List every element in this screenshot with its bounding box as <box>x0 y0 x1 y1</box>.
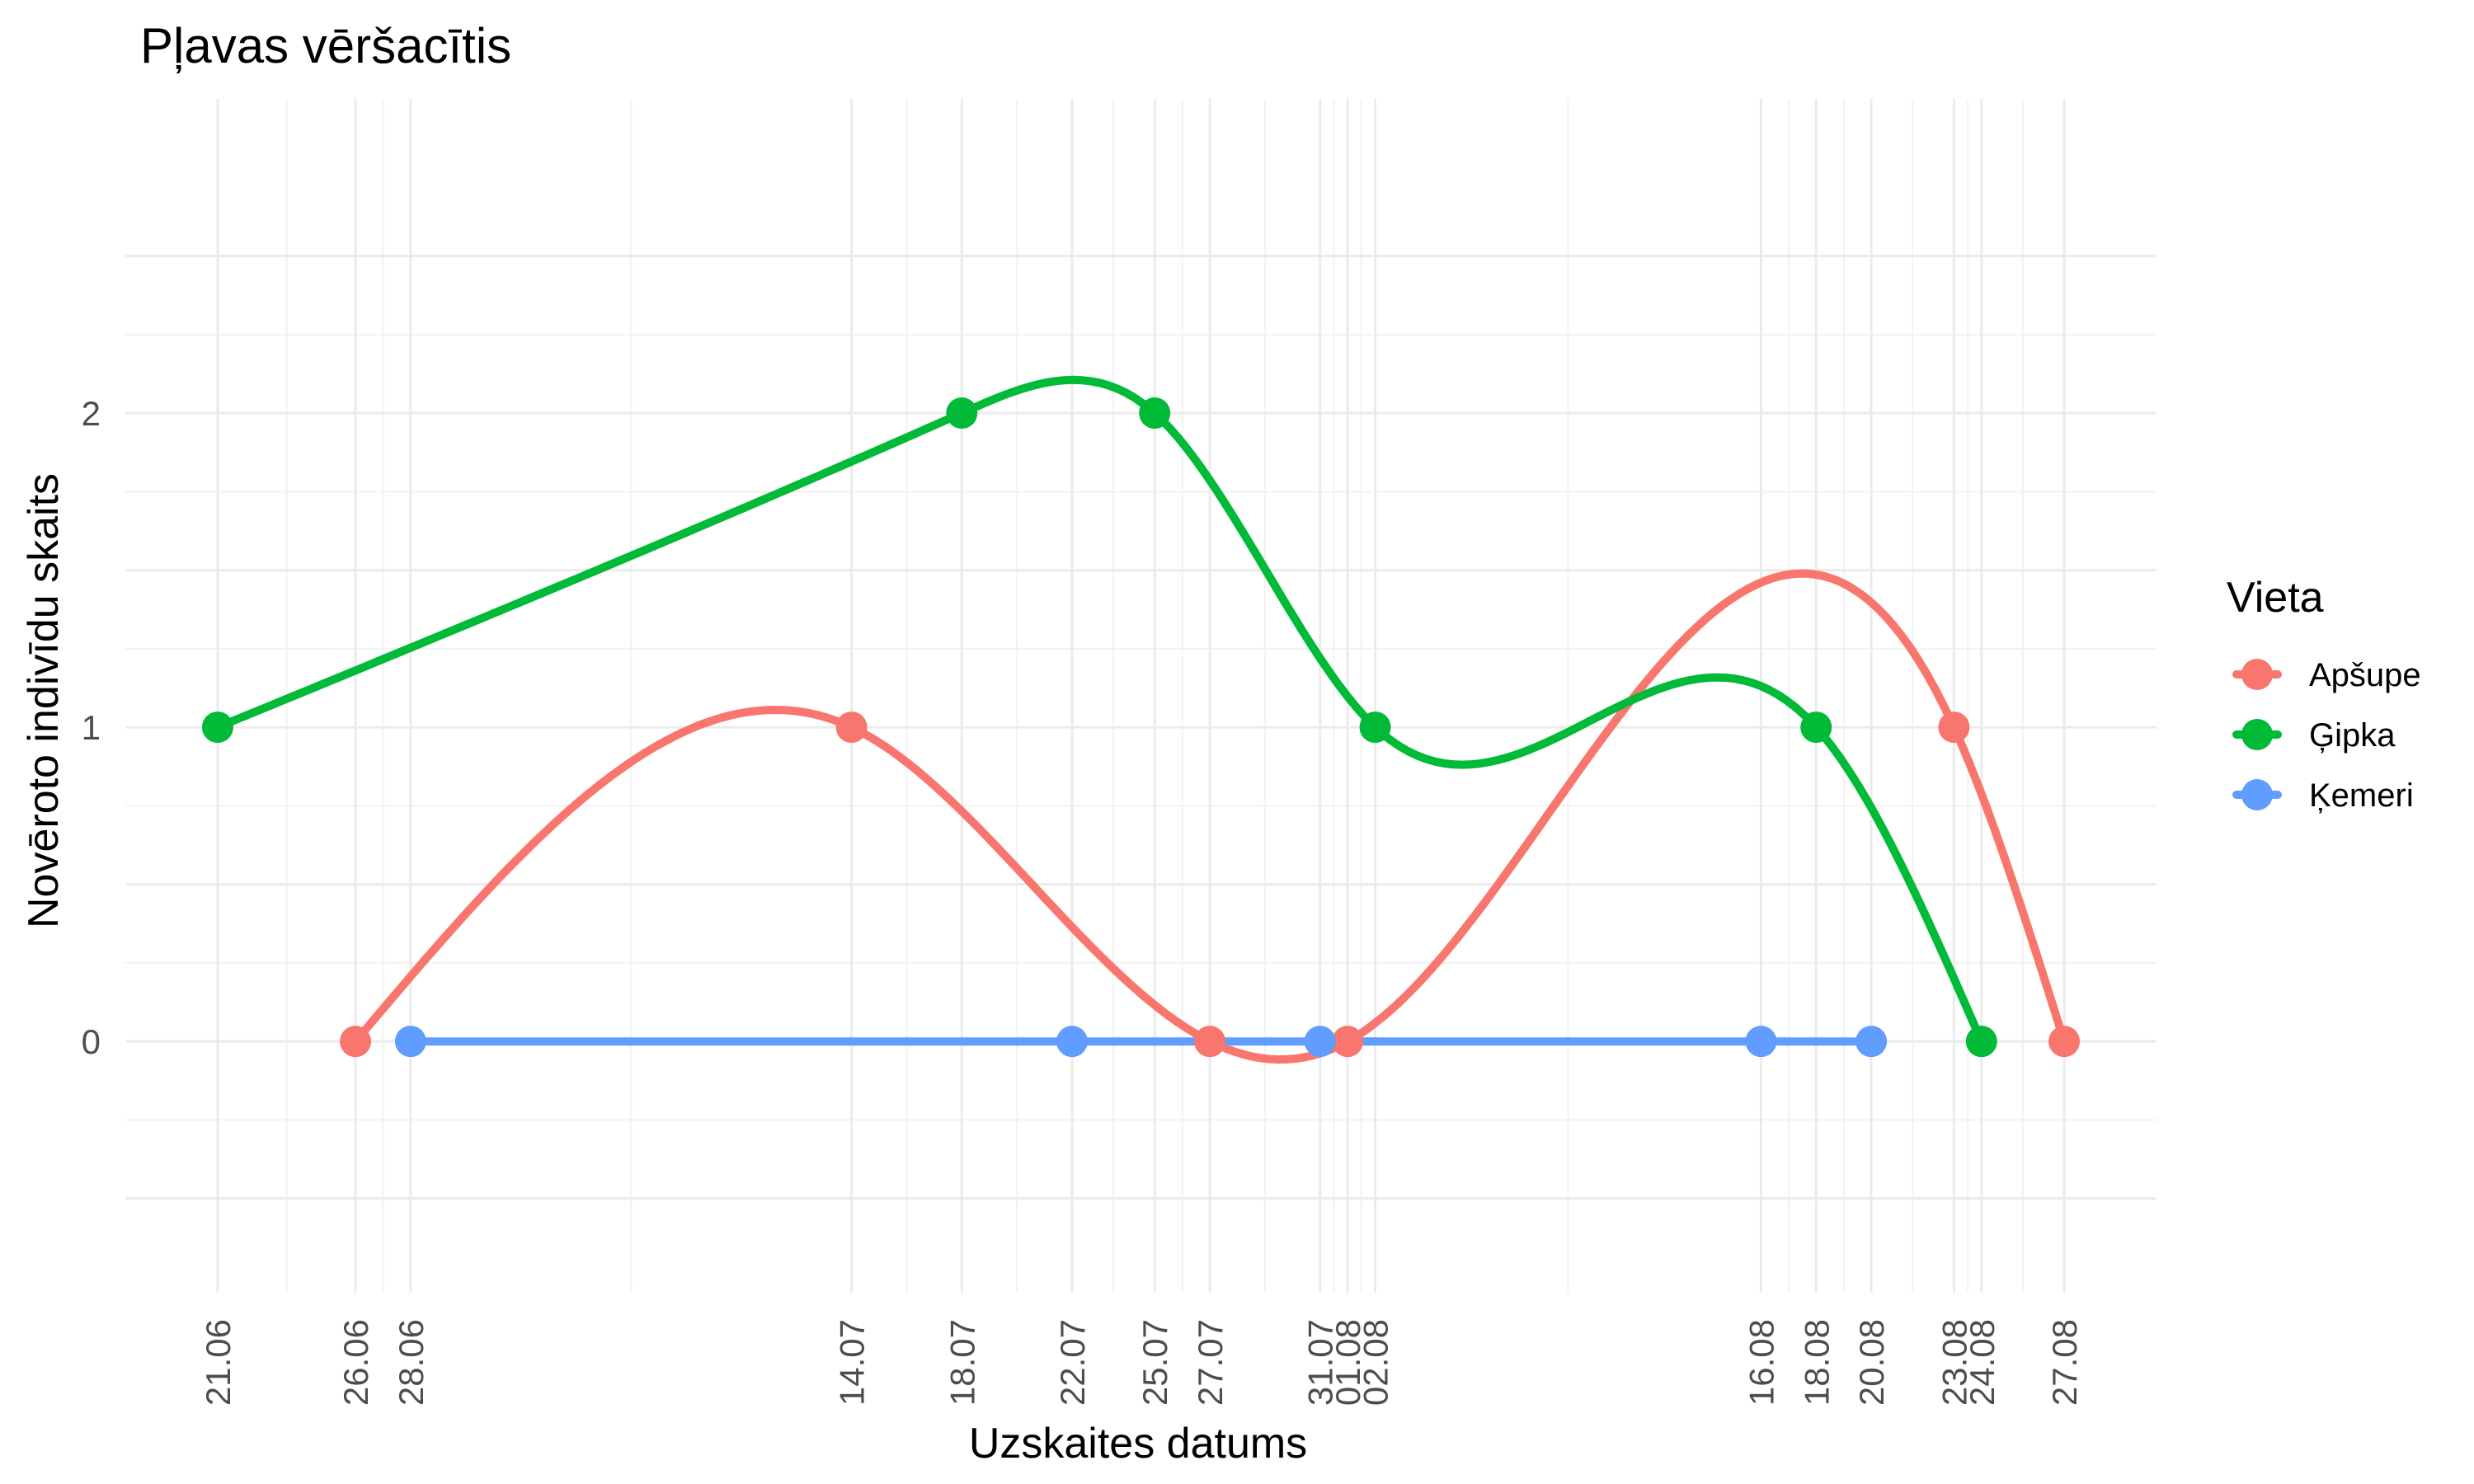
data-point <box>340 1026 372 1058</box>
data-point <box>1965 1026 1997 1058</box>
series-line-2 <box>214 375 1986 1046</box>
x-axis-title: Uzskaites datums <box>969 1420 1307 1468</box>
x-tick-label: 01.08 <box>1329 1319 1367 1406</box>
data-point <box>946 397 978 430</box>
x-tick-labels: 21.06 26.06 28.06 14.07 18.07 22.07 25.07 27.07… <box>199 1319 2084 1406</box>
legend-items: Apšupe Ģipka Ķemeri <box>2232 657 2421 814</box>
legend-label: Ģipka <box>2309 717 2396 754</box>
data-point <box>2048 1026 2081 1058</box>
legend-key-point <box>2241 659 2273 690</box>
x-tick-label: 14.07 <box>833 1319 872 1406</box>
x-tick-label: 27.07 <box>1191 1319 1230 1406</box>
legend-item: Ģipka <box>2232 717 2396 754</box>
x-tick-label: 18.08 <box>1797 1319 1836 1406</box>
legend-item: Apšupe <box>2232 657 2421 693</box>
data-point <box>201 711 233 744</box>
legend-label: Ķemeri <box>2309 777 2414 814</box>
data-point <box>1332 1026 1364 1058</box>
x-tick-label: 26.06 <box>336 1319 375 1406</box>
x-tick-label: 22.07 <box>1053 1319 1092 1406</box>
y-tick-label: 2 <box>82 394 101 433</box>
data-point <box>1359 711 1391 744</box>
y-axis-title: Novēroto indivīdu skaits <box>20 473 68 928</box>
x-tick-label: 25.07 <box>1136 1319 1174 1406</box>
chart-title: Pļavas vēršacītis <box>140 18 511 73</box>
legend: Vieta Apšupe Ģipka Ķemeri <box>2227 574 2421 814</box>
y-tick-labels: 0 1 2 <box>82 394 101 1061</box>
series-lines <box>214 375 2068 1064</box>
x-tick-label: 27.08 <box>2045 1319 2084 1406</box>
x-tick-label: 31.07 <box>1301 1319 1340 1406</box>
data-point <box>1139 397 1171 430</box>
legend-key-point <box>2241 779 2273 810</box>
x-tick-label: 16.08 <box>1742 1319 1780 1406</box>
legend-key-point <box>2241 719 2273 750</box>
x-tick-label: 02.08 <box>1357 1319 1395 1406</box>
x-tick-label: 24.08 <box>1963 1319 2001 1406</box>
data-point <box>394 1026 426 1058</box>
data-point <box>835 711 868 744</box>
y-tick-label: 0 <box>82 1022 101 1061</box>
data-point <box>1056 1026 1088 1058</box>
data-point <box>1194 1026 1226 1058</box>
y-tick-label: 1 <box>82 708 101 747</box>
x-tick-label: 23.08 <box>1935 1319 1973 1406</box>
data-point <box>1856 1026 1888 1058</box>
x-tick-label: 21.06 <box>199 1319 238 1406</box>
legend-label: Apšupe <box>2309 657 2421 693</box>
data-point <box>1800 711 1832 744</box>
x-tick-label: 28.06 <box>392 1319 430 1406</box>
legend-item: Ķemeri <box>2232 777 2414 814</box>
major-gridlines <box>125 99 2157 1293</box>
legend-title: Vieta <box>2227 574 2324 622</box>
minor-gridlines <box>125 99 2157 1293</box>
x-tick-label: 18.07 <box>943 1319 981 1406</box>
data-point <box>1938 711 1970 744</box>
data-point <box>1745 1026 1777 1058</box>
series-points <box>201 397 2081 1058</box>
x-tick-label: 20.08 <box>1852 1319 1891 1406</box>
data-point <box>1304 1026 1336 1058</box>
